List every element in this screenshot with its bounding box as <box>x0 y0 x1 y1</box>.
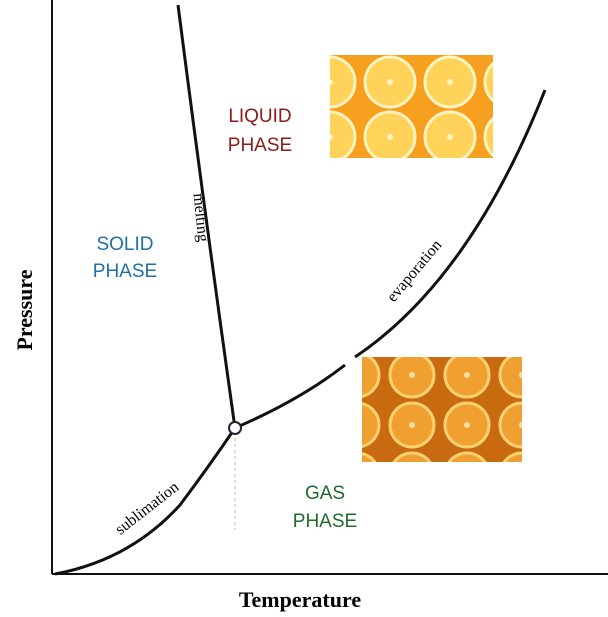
sublimation-curve <box>54 427 237 576</box>
liquid-label: PHASE <box>228 135 292 156</box>
gas-label: PHASE <box>293 511 357 532</box>
evaporation-label: evaporation <box>384 237 446 306</box>
solid-label: PHASE <box>93 261 157 282</box>
x-axis-label: Temperature <box>239 587 361 612</box>
y-axis-label: Pressure <box>12 269 37 350</box>
sublimation-label: sublimation <box>112 478 182 538</box>
melting-curve <box>176 4 237 429</box>
evaporation-curve <box>234 89 547 430</box>
fresh-orange-image <box>330 55 493 158</box>
melting-label: melting <box>189 192 211 242</box>
liquid-label: LIQUID <box>228 106 291 127</box>
triple-point <box>228 421 242 435</box>
dried-orange-image <box>362 357 522 462</box>
axes <box>51 0 608 575</box>
gas-label: GAS <box>305 483 345 504</box>
solid-label: SOLID <box>96 234 153 255</box>
